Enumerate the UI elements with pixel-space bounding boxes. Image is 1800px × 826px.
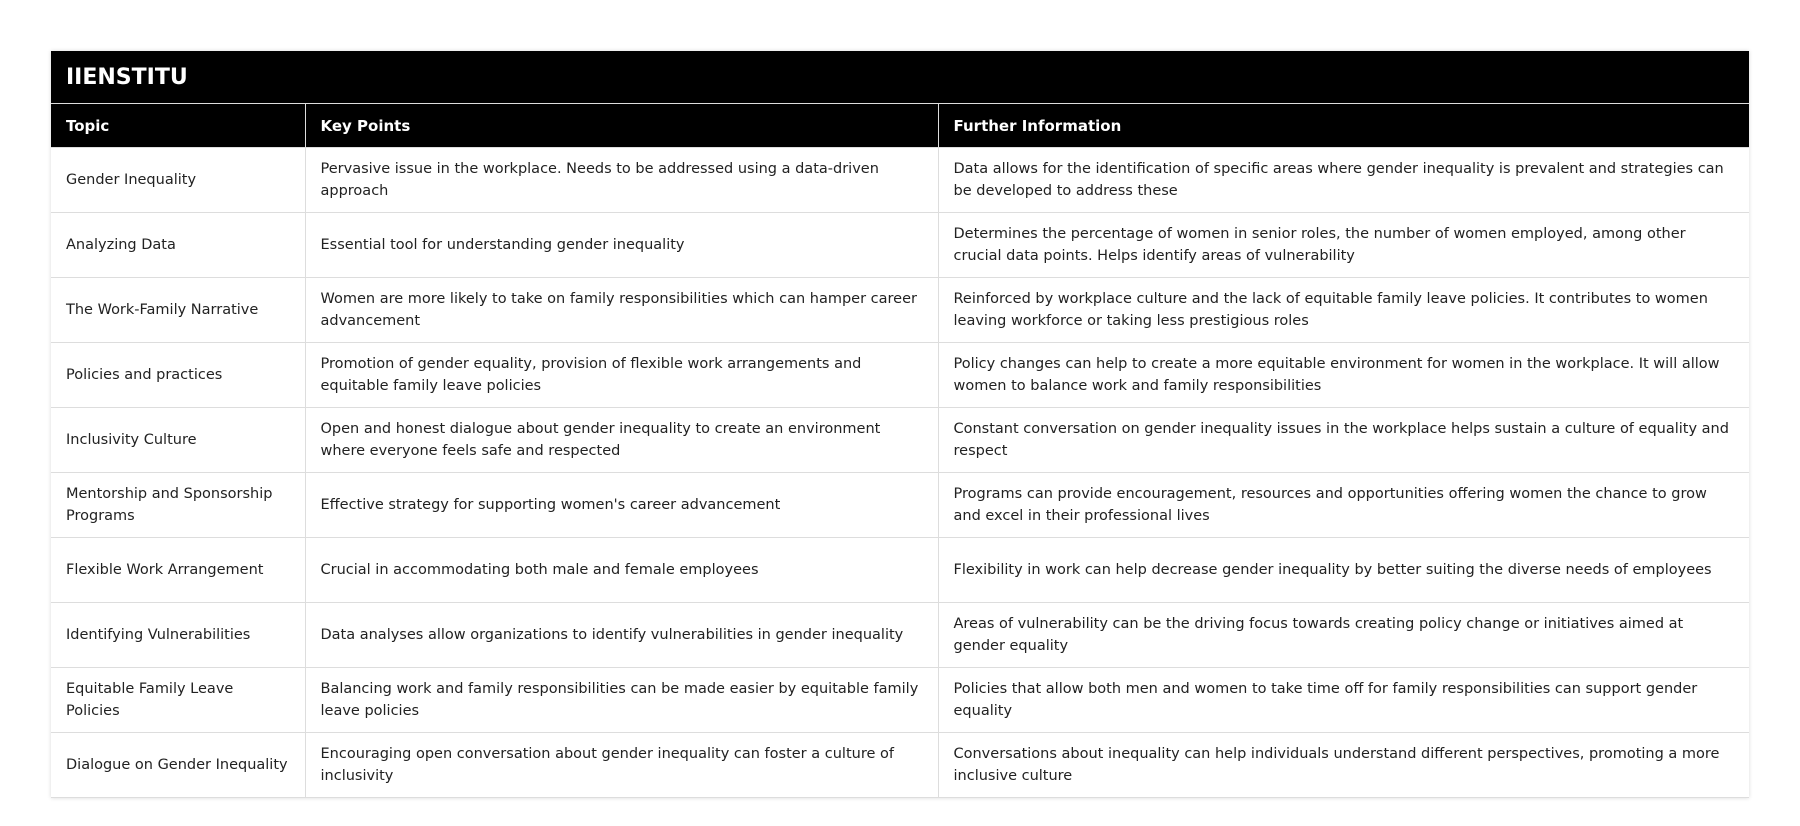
further-info-cell: Determines the percentage of women in se… bbox=[937, 212, 1749, 278]
key-points-cell: Essential tool for understanding gender … bbox=[304, 212, 939, 278]
header-further-information: Further Information bbox=[938, 104, 1749, 148]
table-title: IIENSTITU bbox=[51, 51, 1749, 104]
key-points-cell: Effective strategy for supporting women'… bbox=[304, 472, 939, 538]
info-table-container: IIENSTITU Topic Key Points Further Infor… bbox=[51, 51, 1749, 798]
further-info-cell: Conversations about inequality can help … bbox=[937, 732, 1749, 798]
header-row: Topic Key Points Further Information bbox=[51, 104, 1749, 148]
further-info-cell: Data allows for the identification of sp… bbox=[937, 147, 1749, 213]
topic-cell: Mentorship and Sponsorship Programs bbox=[51, 472, 306, 538]
topic-cell: Flexible Work Arrangement bbox=[51, 537, 306, 603]
table-row: Gender Inequality Pervasive issue in the … bbox=[51, 147, 1749, 213]
table-row: Dialogue on Gender Inequality Encouraging… bbox=[51, 732, 1749, 798]
key-points-cell: Open and honest dialogue about gender in… bbox=[304, 407, 939, 473]
table-row: Equitable Family Leave Policies Balancing… bbox=[51, 667, 1749, 733]
header-key-points: Key Points bbox=[305, 104, 939, 148]
topic-cell: Analyzing Data bbox=[51, 212, 306, 278]
further-info-cell: Reinforced by workplace culture and the … bbox=[937, 277, 1749, 343]
key-points-cell: Women are more likely to take on family … bbox=[304, 277, 939, 343]
key-points-cell: Balancing work and family responsibiliti… bbox=[304, 667, 939, 733]
table-row: Inclusivity Culture Open and honest dialo… bbox=[51, 407, 1749, 473]
key-points-cell: Pervasive issue in the workplace. Needs … bbox=[304, 147, 939, 213]
key-points-cell: Promotion of gender equality, provision … bbox=[304, 342, 939, 408]
key-points-cell: Data analyses allow organizations to ide… bbox=[304, 602, 939, 668]
topic-cell: Inclusivity Culture bbox=[51, 407, 306, 473]
table-row: Analyzing Data Essential tool for underst… bbox=[51, 212, 1749, 278]
key-points-cell: Crucial in accommodating both male and f… bbox=[304, 537, 939, 603]
header-topic: Topic bbox=[51, 104, 306, 148]
topic-cell: Dialogue on Gender Inequality bbox=[51, 732, 306, 798]
table-row: Policies and practices Promotion of gende… bbox=[51, 342, 1749, 408]
further-info-cell: Areas of vulnerability can be the drivin… bbox=[937, 602, 1749, 668]
table-row: Mentorship and Sponsorship Programs Effec… bbox=[51, 472, 1749, 538]
table-row: Flexible Work Arrangement Crucial in acco… bbox=[51, 537, 1749, 603]
further-info-cell: Policies that allow both men and women t… bbox=[937, 667, 1749, 733]
further-info-cell: Policy changes can help to create a more… bbox=[937, 342, 1749, 408]
topic-cell: Policies and practices bbox=[51, 342, 306, 408]
topic-cell: Gender Inequality bbox=[51, 147, 306, 213]
topic-cell: Equitable Family Leave Policies bbox=[51, 667, 306, 733]
topic-cell: The Work-Family Narrative bbox=[51, 277, 306, 343]
table-row: Identifying Vulnerabilities Data analyses… bbox=[51, 602, 1749, 668]
further-info-cell: Flexibility in work can help decrease ge… bbox=[937, 537, 1749, 603]
further-info-cell: Programs can provide encouragement, reso… bbox=[937, 472, 1749, 538]
further-info-cell: Constant conversation on gender inequali… bbox=[937, 407, 1749, 473]
info-table: Topic Key Points Further Information Gen… bbox=[51, 104, 1749, 798]
key-points-cell: Encouraging open conversation about gend… bbox=[304, 732, 939, 798]
topic-cell: Identifying Vulnerabilities bbox=[51, 602, 306, 668]
table-row: The Work-Family Narrative Women are more … bbox=[51, 277, 1749, 343]
